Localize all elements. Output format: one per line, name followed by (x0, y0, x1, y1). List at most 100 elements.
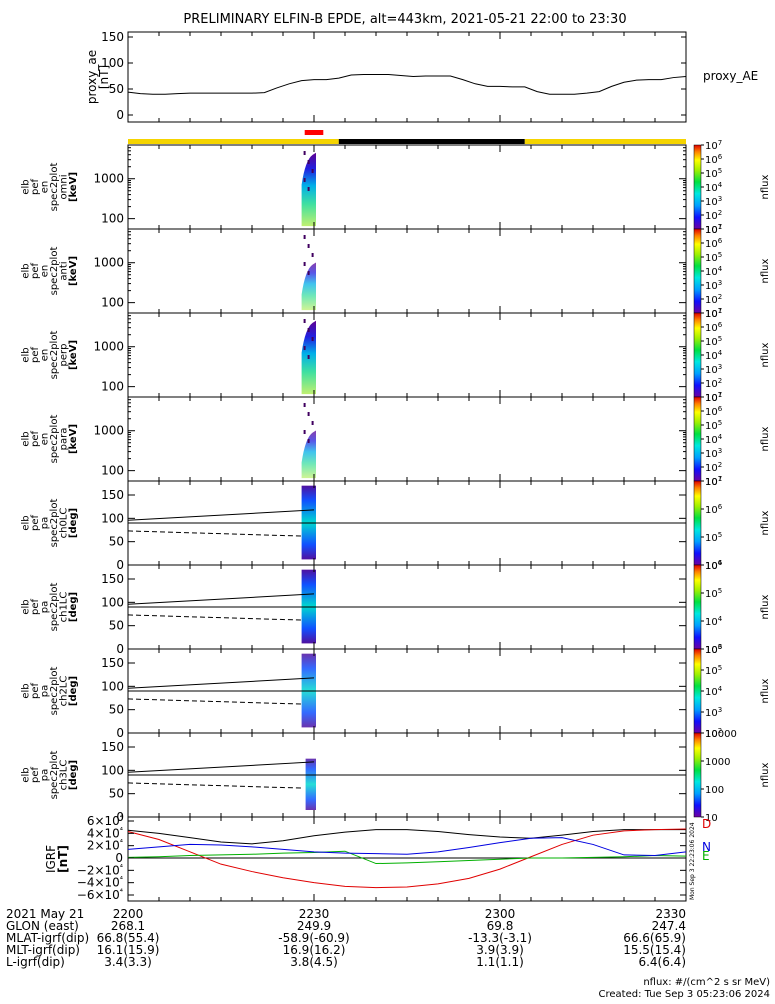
xaxis-row-label: 2021 May 21 (6, 907, 84, 921)
ch2-cbar-tick-label: 102 (705, 727, 722, 740)
ch0-ylabel-line: elb (20, 515, 31, 530)
status-bars (128, 130, 686, 144)
proxy-ae-ylabel: proxy_ae (85, 50, 99, 104)
igrf-total-line (127, 829, 686, 845)
anti-speckle (311, 253, 314, 257)
omni-cbar-tick-label: 105 (705, 167, 722, 180)
ch3-ytick-label: 0 (116, 810, 124, 824)
ch0-ylabel-line: ch0LC (58, 508, 69, 539)
ch1-cbar-title: nflux (760, 594, 771, 619)
anti-speckle (307, 271, 310, 275)
ch3-ytick-label: 50 (109, 787, 124, 801)
ch3-ylabel-line: pa (39, 769, 50, 781)
xaxis-row-value: 2300 (485, 907, 516, 921)
ch3-ylabel-line: pef (30, 767, 41, 784)
para-cbar-tick-label: 102 (705, 461, 722, 474)
ch3-anti-loss-cone-line (127, 782, 302, 789)
anti-ylabel-line: spec2plot (49, 247, 60, 296)
ch1-anti-loss-cone-line (127, 614, 302, 621)
ch0-cbar-tick-label: 106 (705, 503, 723, 516)
perp-frame (127, 312, 687, 398)
anti-ylabel-line: elb (20, 263, 31, 278)
xaxis-row-value: -13.3(-3.1) (468, 931, 532, 945)
igrf-e-line (127, 850, 687, 865)
para-frame (127, 396, 687, 482)
xaxis-row-value: 16.9(16.2) (283, 943, 346, 957)
ch2-ytick-label: 150 (101, 656, 124, 670)
ch1-ytick-label: 100 (101, 595, 124, 609)
ch0-ytick-label: 150 (101, 488, 124, 502)
xaxis-row-label: MLAT-igrf(dip) (6, 931, 89, 945)
anti-ytick-label: 100 (101, 296, 124, 310)
anti-ylabel-line: anti (58, 261, 69, 280)
ch3-loss-cone-line (127, 761, 315, 773)
perp-ytick-label: 100 (101, 380, 124, 394)
para-speckle (303, 403, 306, 407)
ch0-cbar-tick-label: 105 (705, 531, 722, 544)
proxy-ae-ytick-label: 100 (101, 56, 124, 70)
anti-speckle (307, 244, 310, 248)
ch2-ylabel-line: [deg] (68, 676, 79, 706)
xaxis-row-value: 268.1 (111, 919, 145, 933)
ch2-cbar-tick-label: 105 (705, 664, 722, 677)
footer-units: nflux: #/(cm^2 s sr MeV) (643, 977, 770, 988)
ch2-ytick-label: 50 (109, 703, 124, 717)
para-ylabel-line: para (58, 428, 69, 451)
perp-ytick-label: 1000 (93, 340, 124, 354)
omni-ylabel-line: omni (58, 175, 69, 200)
para-cbar-tick-label: 104 (705, 433, 723, 446)
perp-cbar-tick-label: 102 (705, 377, 722, 390)
xaxis-row-value: 66.6(65.9) (623, 931, 686, 945)
ch2-ylabel-line: ch2LC (58, 676, 69, 707)
perp-cbar-title: nflux (760, 342, 771, 367)
para-speckle (311, 421, 314, 425)
proxy-ae-line (127, 73, 687, 95)
omni-cbar-tick-label: 103 (705, 195, 722, 208)
perp-ylabel-line: elb (20, 347, 31, 362)
ch1-loss-cone-line (127, 593, 315, 605)
perp-ylabel-line: perp (58, 344, 69, 367)
igrf-ylabel: IGRF (44, 845, 58, 873)
ch3-cbar-title: nflux (760, 762, 771, 787)
proxy-ae-ytick-label: 0 (116, 108, 124, 122)
perp-speckle (303, 346, 306, 350)
omni-ylabel-line: [keV] (68, 172, 79, 202)
perp-speckle (303, 319, 306, 323)
omni-cbar-tick-label: 102 (705, 209, 722, 222)
ch3-ytick-label: 150 (101, 740, 124, 754)
ch0-ylabel-line: pef (30, 515, 41, 532)
xaxis-row-label: L-igrf(dip) (6, 955, 65, 969)
omni-cbar-title: nflux (760, 174, 771, 199)
ch0-ylabel-line: pa (39, 517, 50, 529)
omni-ytick-label: 1000 (93, 172, 124, 186)
anti-ylabel-line: en (39, 265, 50, 278)
ch1-ytick-label: 150 (101, 572, 124, 586)
science-zone-marker (304, 130, 324, 135)
xaxis-row-value: 2330 (655, 907, 686, 921)
plot-title: PRELIMINARY ELFIN-B EPDE, alt=443km, 202… (183, 12, 626, 27)
perp-speckle (307, 328, 310, 332)
axis-layer: 0501001501001000100100010010001001000050… (77, 30, 687, 902)
ch0-ytick-label: 100 (101, 511, 124, 525)
ch0-cbar-tick-label: 107 (705, 475, 722, 488)
igrf-legend-n: N (702, 840, 711, 854)
ch0-cbar-tick-label: 104 (705, 559, 723, 572)
ch1-ylabel-line: elb (20, 599, 31, 614)
perp-cbar-tick-label: 104 (705, 349, 723, 362)
igrf-legend-e: E (702, 849, 710, 863)
ch1-ylabel-line: ch1LC (58, 592, 69, 623)
xaxis-row-value: 1.1(1.1) (476, 955, 524, 969)
ch2-cbar-tick-label: 104 (705, 685, 723, 698)
anti-cbar-tick-label: 102 (705, 293, 722, 306)
para-ylabel-line: pef (30, 431, 41, 448)
anti-cbar-title: nflux (760, 258, 771, 283)
perp-speckle (307, 355, 310, 359)
ch0-loss-cone-line (127, 509, 315, 521)
perp-colorbar (693, 312, 702, 398)
data-layer (127, 73, 687, 889)
omni-ytick-label: 100 (101, 212, 124, 226)
xaxis-row-value: 16.1(15.9) (97, 943, 160, 957)
ch3-ytick-label: 100 (101, 763, 124, 777)
